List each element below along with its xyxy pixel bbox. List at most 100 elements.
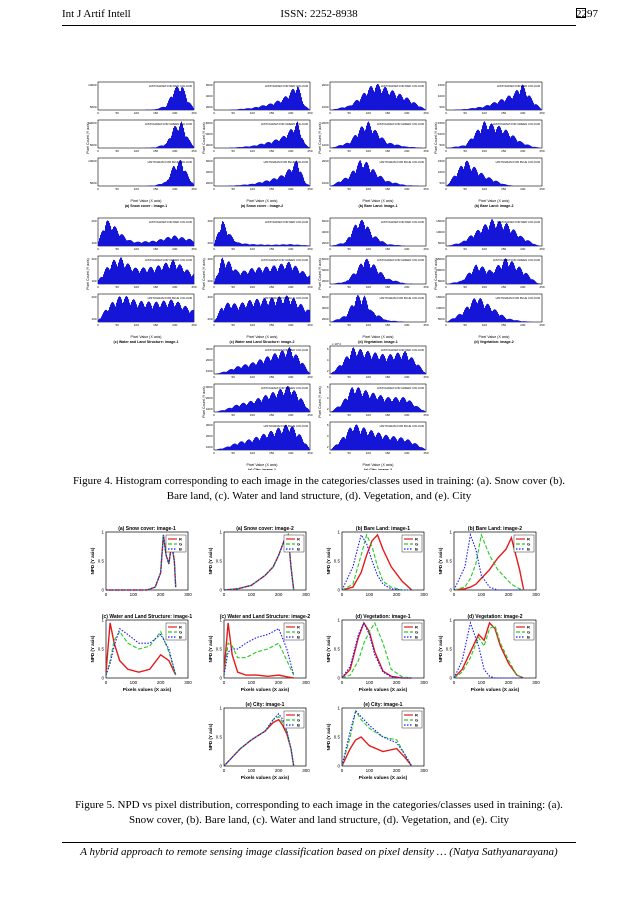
histogram-x-tick: 200 [172,285,177,289]
histogram-y-tick: 6 [327,347,329,351]
histogram-bar [274,353,276,374]
histogram-bar [385,87,387,110]
npd-legend-label: B [415,547,418,552]
histogram-bar [144,241,146,246]
histogram-bar [535,146,537,148]
histogram-bar [500,314,502,322]
histogram-bar [488,270,490,284]
histogram-bar [121,257,123,284]
histogram-bar [180,123,182,148]
histogram-bar [278,268,280,284]
histogram-bar [406,97,408,110]
npd-x-tick: 100 [478,680,486,685]
histogram-bar [114,260,116,284]
histogram-bar [268,141,270,148]
histogram-bar [252,145,254,148]
histogram-bar [282,391,284,412]
histogram-bar [288,386,290,412]
histogram-bar [530,96,532,110]
histogram-bar [229,304,231,322]
histogram-bar [135,267,137,284]
histogram-bar [390,279,392,284]
histogram-bar [516,269,518,284]
histogram-bar [489,305,491,322]
histogram-bar [399,145,401,148]
histogram-bar [336,182,338,186]
histogram-bar [363,167,365,186]
histogram-bar [302,271,304,284]
histogram-bar [453,244,455,246]
npd-x-tick: 300 [532,592,540,597]
histogram-bar [159,145,161,148]
histogram-bar [259,244,261,246]
footer-rule [62,842,576,843]
histogram-bar [246,272,248,284]
histogram-bar [378,397,380,412]
histogram-bar [230,369,232,374]
histogram-bar [469,272,471,284]
histogram-bar [177,86,179,110]
histogram-bar [463,279,465,284]
histogram-x-tick: 50 [464,111,468,115]
histogram-panel-label: (e) City: image-2 [364,468,392,470]
histogram-bar [347,238,349,246]
histogram-bar [409,147,411,148]
histogram-bar [488,229,490,246]
histogram-bar [256,183,258,186]
npd-legend-label: G [297,718,300,723]
histogram-bar [164,182,166,186]
histogram-bar [164,144,166,148]
histogram-bar [341,404,343,412]
histogram-bar [263,363,265,374]
histogram-bar [463,240,465,246]
histogram-bar [370,430,372,450]
npd-series-g [341,533,412,591]
histogram-bar [264,144,266,148]
histogram-bar [272,104,274,110]
histogram-bar [250,440,252,450]
histogram-bar [295,244,297,246]
histogram-x-tick: 50 [464,149,468,153]
histogram-x-tick: 200 [520,247,525,251]
histogram-bar [369,87,371,110]
histogram-bar [159,306,161,322]
histogram-bar [477,229,479,246]
histogram-bar [308,309,310,322]
histogram-bar [254,402,256,412]
histogram-bar [221,372,223,374]
npd-y-tick: 0.5 [334,735,341,740]
histogram-bar [375,172,377,186]
histogram-bar [221,307,223,322]
histogram-bar [307,445,309,450]
histogram-bar [275,244,277,246]
histogram-bar [299,244,301,246]
histogram-bar [258,438,260,450]
histogram-bar [163,300,165,322]
histogram-y-tick: 2 [327,369,329,373]
histogram-bar [250,268,252,284]
histogram-bar [372,392,374,412]
histogram-bar [466,275,468,284]
histogram-x-tick: 150 [153,149,158,153]
histogram-bar [512,261,514,284]
npd-legend: RGB [401,534,423,553]
histogram-x-tick: 50 [464,285,468,289]
histogram-bar [526,321,528,322]
histogram-bar [126,296,128,322]
histogram-x-tick: 150 [269,111,274,115]
histogram-bar [487,227,489,246]
histogram-bar [233,303,235,322]
histogram-bar [157,108,159,110]
histogram-bar [240,304,242,322]
histogram-bar [370,86,372,110]
histogram-bar [281,433,283,450]
histogram-bar [233,443,235,450]
histogram-bar [379,358,381,374]
histogram-bar [153,240,155,246]
histogram-bar [279,265,281,284]
histogram-bar [508,133,510,148]
histogram-bar [175,264,177,284]
histogram-x-tick: 250 [539,323,544,327]
histogram-y-tick: 4000 [206,132,213,136]
